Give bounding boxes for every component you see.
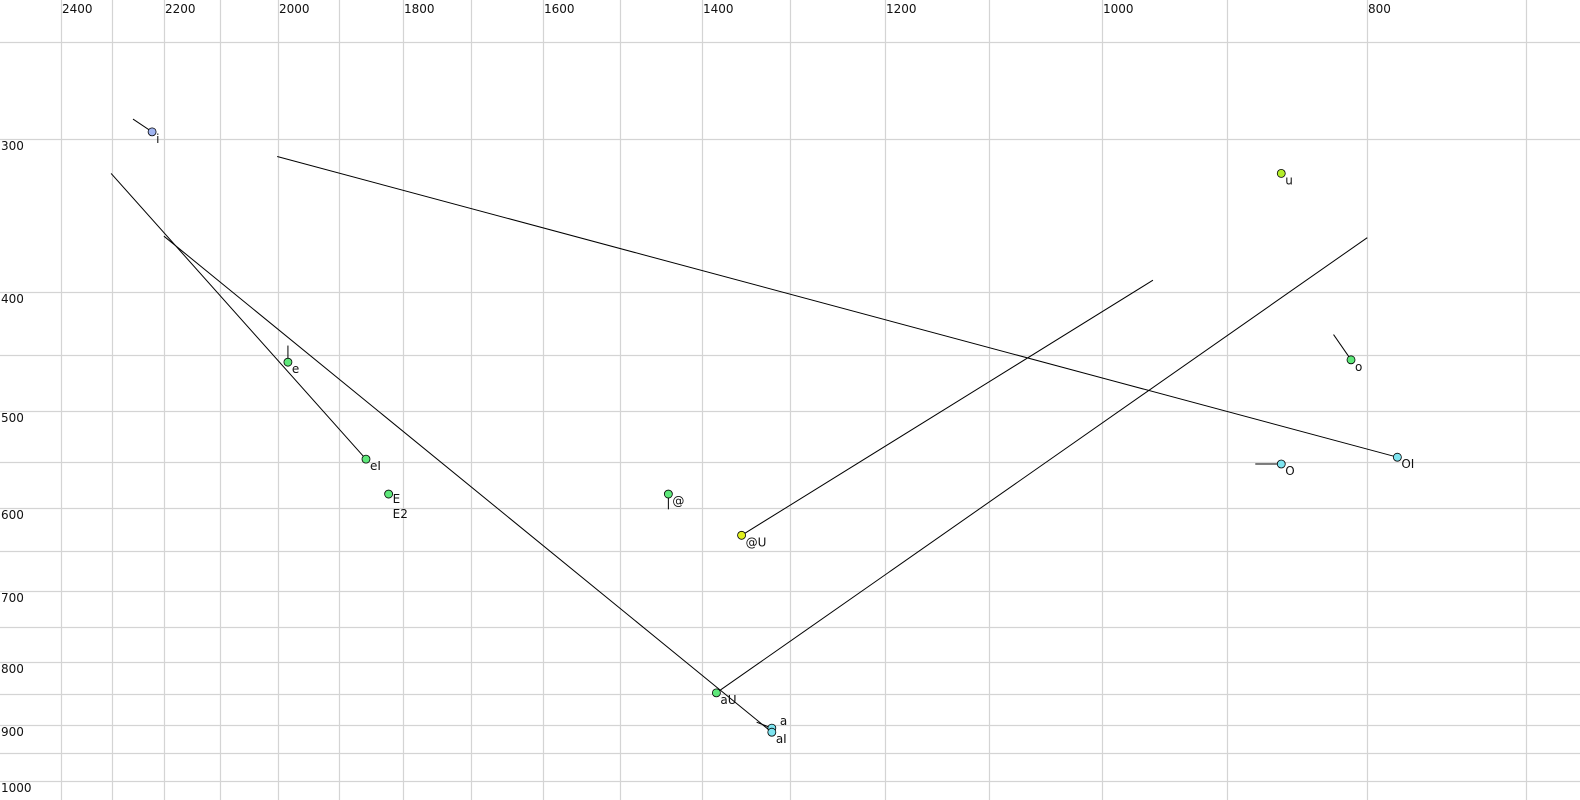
vowel-label: o bbox=[1355, 360, 1362, 374]
vowel-label: i bbox=[156, 132, 159, 146]
vowel-markers: i e eI EE2 @ @U aU a aI OI Oo u bbox=[147, 127, 1414, 746]
vowel-point-eI bbox=[361, 454, 371, 464]
y-tick-label: 600 bbox=[1, 508, 24, 522]
trajectory-aI bbox=[163, 235, 773, 733]
vowel-label: OI bbox=[1401, 457, 1414, 471]
vowel-label: e bbox=[292, 362, 299, 376]
vowel-label: a bbox=[780, 714, 787, 728]
x-tick-label: 1800 bbox=[404, 2, 435, 16]
vowel-point-E bbox=[384, 489, 394, 499]
trajectory-@U bbox=[741, 279, 1154, 536]
y-tick-label: 800 bbox=[1, 662, 24, 676]
x-tick-label: 2000 bbox=[279, 2, 310, 16]
x-tick-label: 1400 bbox=[703, 2, 734, 16]
vowel-label: E bbox=[393, 492, 401, 506]
y-tick-label: 400 bbox=[1, 292, 24, 306]
vowel-label: @U bbox=[746, 535, 767, 549]
y-tick-label: 500 bbox=[1, 411, 24, 425]
vowel-label: aU bbox=[720, 693, 736, 707]
y-tick-label: 900 bbox=[1, 725, 24, 739]
vowel-label: aI bbox=[776, 732, 787, 746]
x-tick-label: 800 bbox=[1368, 2, 1391, 16]
vowel-point-u bbox=[1276, 168, 1286, 178]
y-tick-label: 300 bbox=[1, 139, 24, 153]
vowel-label: E2 bbox=[393, 507, 408, 521]
x-tick-label: 1200 bbox=[886, 2, 917, 16]
vowel-point-i bbox=[147, 127, 157, 137]
vowel-point-@ bbox=[663, 489, 673, 499]
vowel-point-@U bbox=[737, 530, 746, 540]
axis-ticks: 2400 2200 2000 1800 1600 1400 1200 1000 800 300 40… bbox=[1, 2, 1391, 795]
trajectories bbox=[110, 118, 1398, 733]
x-tick-label: 1000 bbox=[1103, 2, 1134, 16]
vowel-label: u bbox=[1285, 173, 1293, 187]
trajectory-eI bbox=[110, 173, 367, 460]
x-tick-label: 2200 bbox=[165, 2, 196, 16]
vowel-point-OI bbox=[1392, 452, 1402, 462]
vowel-point-O bbox=[1276, 459, 1286, 469]
trajectory-OI bbox=[277, 155, 1398, 458]
vowel-label: @ bbox=[672, 494, 684, 508]
vowel-point-e bbox=[283, 357, 293, 367]
vowel-label: eI bbox=[370, 459, 381, 473]
vowel-point-aU bbox=[711, 688, 721, 698]
vowel-point-o bbox=[1346, 355, 1356, 365]
y-tick-label: 700 bbox=[1, 591, 24, 605]
vowel-label: O bbox=[1285, 464, 1294, 478]
trajectory-o bbox=[1333, 334, 1352, 361]
vowel-point-aI bbox=[767, 727, 777, 737]
x-tick-label: 2400 bbox=[62, 2, 93, 16]
trajectory-aU bbox=[716, 237, 1368, 694]
x-tick-label: 1600 bbox=[544, 2, 575, 16]
y-tick-label: 1000 bbox=[1, 781, 32, 795]
